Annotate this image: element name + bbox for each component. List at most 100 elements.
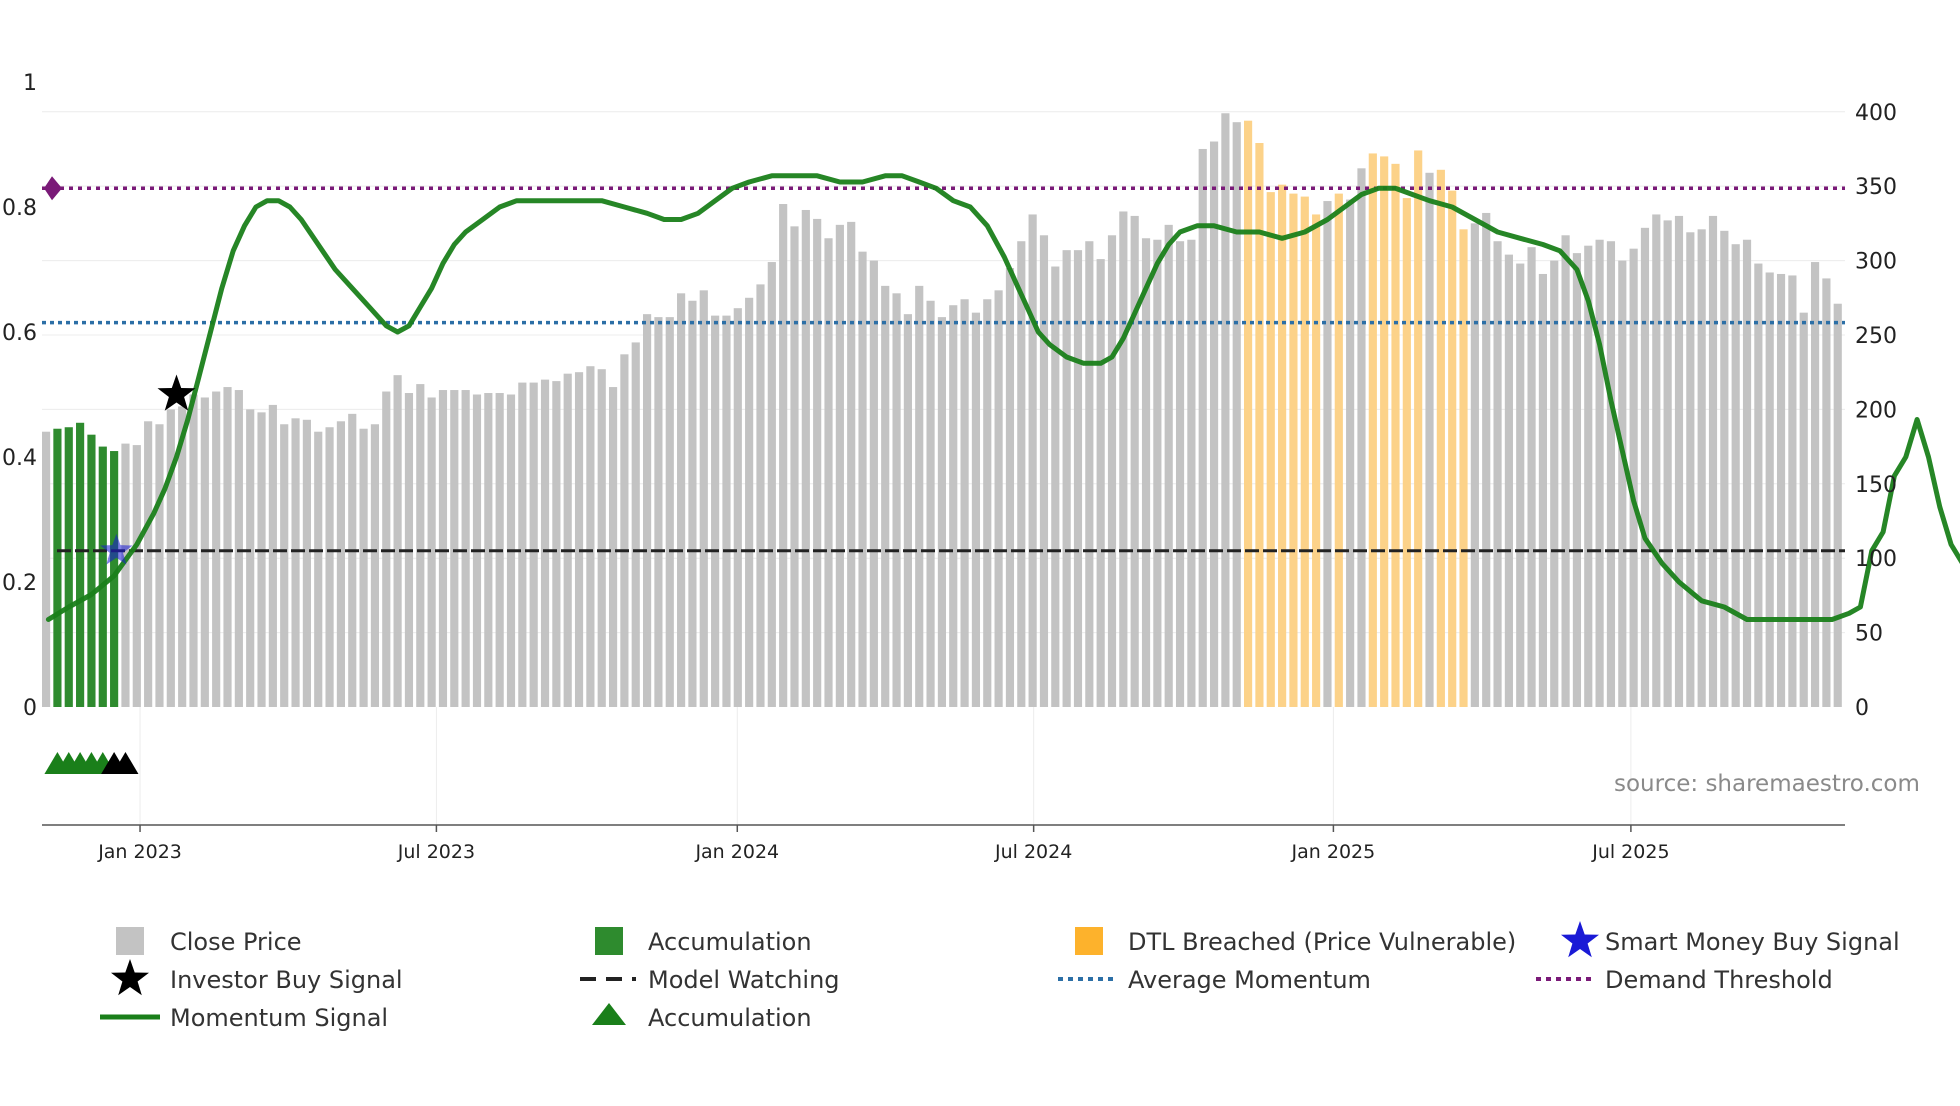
left-axis-tick-label: 0.2 [2, 571, 37, 596]
legend: Close Price Accumulation DTL Breached (P… [100, 921, 1900, 1032]
close-price-bar [450, 390, 459, 707]
close-price-bar [881, 285, 890, 707]
close-price-bar [1833, 303, 1842, 707]
close-price-bar [1618, 260, 1627, 707]
close-price-bar [1085, 241, 1094, 707]
close-price-bar [1221, 113, 1230, 707]
close-price-bar [1708, 215, 1718, 707]
close-price-bar [314, 431, 323, 707]
dtl-breached-bar [1312, 214, 1321, 707]
close-price-bar [1017, 241, 1026, 707]
close-price-bar [926, 300, 935, 707]
dtl-breached-bar [1402, 198, 1411, 708]
close-price-bar [949, 305, 958, 707]
close-price-bar [1822, 278, 1831, 707]
close-price-bar [722, 315, 731, 707]
close-price-bar [1788, 275, 1797, 707]
close-price-bar [212, 391, 221, 707]
accumulation-bar [98, 446, 107, 707]
x-axis-tick-label: Jul 2023 [397, 841, 475, 863]
close-price-bar [1686, 232, 1695, 708]
close-price-bars [42, 113, 1842, 708]
close-price-bar [325, 427, 334, 707]
legend-dtl-breached-label: DTL Breached (Price Vulnerable) [1128, 928, 1516, 956]
close-price-bar [835, 224, 844, 707]
momentum-signal-series [45, 173, 1960, 622]
close-price-bar [1527, 247, 1536, 707]
right-axis-tick-label: 150 [1855, 473, 1897, 498]
legend-demand-threshold-label: Demand Threshold [1605, 966, 1833, 994]
right-axis-tick-label: 0 [1855, 696, 1869, 721]
legend-smart-money-label: Smart Money Buy Signal [1605, 928, 1900, 956]
close-price-bar [291, 418, 300, 707]
close-price-bar [756, 284, 765, 707]
dtl-breached-bar [1278, 184, 1287, 707]
dtl-breached-bar [1300, 196, 1309, 708]
close-price-bar [166, 409, 175, 707]
close-price-bar [597, 369, 606, 707]
close-price-bar [711, 315, 720, 707]
x-axis-tick-label: Jan 2023 [97, 841, 182, 863]
close-price-bar [733, 308, 742, 707]
close-price-bar [1470, 223, 1479, 707]
close-price-bar [983, 299, 992, 707]
close-price-bar [1073, 250, 1083, 707]
close-price-bar [779, 204, 788, 707]
legend-model-watching-label: Model Watching [648, 966, 840, 994]
close-price-bar [1538, 273, 1547, 707]
close-price-bar [574, 372, 584, 707]
dtl-breached-bar [1334, 193, 1343, 707]
close-price-bar [484, 393, 493, 707]
legend-close-price-swatch [116, 927, 144, 955]
close-price-bar [665, 317, 674, 707]
close-price-bar [824, 238, 833, 707]
left-axis-tick-label: 0.8 [2, 196, 37, 221]
close-price-bar [937, 317, 946, 707]
close-price-bar [1606, 241, 1616, 707]
close-price-bar [1482, 212, 1491, 707]
close-price-bar [1187, 239, 1196, 707]
close-price-bar [416, 384, 425, 707]
close-price-bar [268, 404, 277, 707]
close-price-bar [246, 409, 255, 707]
close-price-bar [847, 221, 856, 707]
dtl-breached-bar [1380, 156, 1389, 707]
close-price-bar [1799, 312, 1808, 707]
close-price-bar [427, 397, 436, 707]
close-price-bar [586, 366, 595, 707]
close-price-bar [234, 390, 243, 707]
dtl-breached-bar [1266, 192, 1275, 708]
close-price-bar [1153, 239, 1162, 707]
close-price-bar [280, 424, 289, 707]
close-price-bar [438, 390, 448, 707]
close-price-bar [336, 421, 345, 707]
close-price-bar [144, 421, 153, 707]
close-price-bar [1572, 253, 1582, 707]
close-price-bar [971, 312, 981, 707]
close-price-bar [1425, 172, 1434, 707]
accumulation-bar [53, 428, 62, 707]
close-price-bar [1141, 238, 1151, 707]
left-axis-tick-label: 0.4 [2, 446, 37, 471]
legend-investor-buy-star-icon [111, 959, 149, 996]
x-axis-tick-label: Jan 2024 [694, 841, 779, 863]
left-axis-tick-label: 1 [23, 71, 37, 96]
close-price-bar [1028, 214, 1037, 707]
close-price-bar [960, 299, 969, 707]
close-price-bar [461, 390, 470, 707]
close-price-bar [1674, 215, 1684, 707]
legend-investor-buy-label: Investor Buy Signal [170, 966, 403, 994]
dtl-breached-bar [1448, 190, 1457, 707]
close-price-bar [552, 381, 561, 707]
right-axis-tick-label: 100 [1855, 547, 1897, 572]
dtl-breached-bar [1436, 169, 1445, 708]
momentum-signal-line [45, 173, 1960, 622]
lower-panel: source: sharemaestro.com [42, 752, 1920, 826]
close-price-bar [1062, 250, 1071, 707]
right-axis-tick-label: 50 [1855, 622, 1883, 647]
close-price-bar [1810, 262, 1820, 707]
close-price-bar [529, 382, 538, 707]
close-price-bar [1776, 273, 1786, 707]
close-price-bar [1198, 148, 1207, 707]
